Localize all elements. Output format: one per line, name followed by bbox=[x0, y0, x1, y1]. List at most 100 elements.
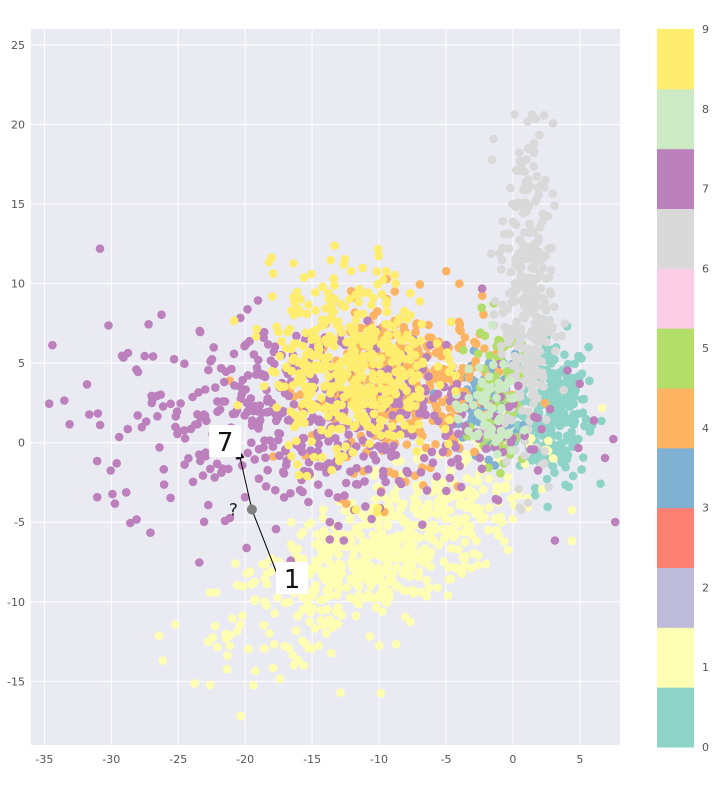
data-point bbox=[345, 322, 355, 332]
data-point bbox=[242, 398, 252, 408]
data-point bbox=[304, 520, 313, 530]
colorbar-segment bbox=[657, 208, 694, 269]
data-point bbox=[514, 491, 523, 500]
data-point bbox=[318, 282, 327, 292]
data-point bbox=[395, 414, 405, 423]
data-point bbox=[481, 559, 491, 569]
data-point bbox=[411, 327, 420, 337]
data-point bbox=[342, 499, 351, 509]
data-point bbox=[382, 565, 392, 575]
data-point bbox=[330, 241, 339, 250]
data-point bbox=[514, 282, 524, 292]
data-point bbox=[523, 498, 533, 508]
data-point bbox=[441, 431, 451, 441]
colorbar-segment bbox=[657, 29, 694, 90]
data-point bbox=[337, 412, 347, 421]
data-point bbox=[563, 450, 573, 460]
data-point bbox=[212, 459, 222, 469]
data-point bbox=[254, 474, 264, 484]
x-tick-label: 5 bbox=[576, 753, 583, 766]
data-point bbox=[515, 148, 524, 157]
data-point bbox=[460, 333, 470, 342]
data-point bbox=[455, 461, 464, 471]
data-point bbox=[259, 620, 269, 630]
data-point bbox=[557, 455, 566, 465]
data-point bbox=[238, 582, 248, 591]
data-point bbox=[282, 362, 291, 372]
data-point bbox=[273, 593, 283, 602]
data-point bbox=[473, 560, 483, 570]
data-point bbox=[354, 599, 364, 609]
data-point bbox=[513, 365, 523, 374]
data-point bbox=[288, 356, 297, 365]
data-point bbox=[311, 288, 320, 297]
data-point bbox=[325, 615, 334, 624]
data-point bbox=[372, 267, 382, 276]
data-point bbox=[336, 688, 345, 697]
data-point bbox=[423, 503, 432, 512]
data-point bbox=[546, 427, 556, 436]
data-point bbox=[569, 399, 578, 409]
data-point bbox=[343, 369, 352, 379]
data-point bbox=[231, 559, 240, 568]
data-point bbox=[402, 314, 412, 324]
data-point bbox=[533, 466, 543, 475]
data-point bbox=[550, 536, 560, 545]
data-point bbox=[452, 564, 461, 573]
colorbar-segment bbox=[657, 507, 694, 568]
data-point bbox=[220, 516, 230, 526]
data-point bbox=[544, 273, 554, 283]
data-point bbox=[317, 453, 327, 462]
data-point bbox=[331, 576, 341, 585]
data-point bbox=[415, 297, 425, 306]
data-point bbox=[490, 514, 500, 524]
data-point bbox=[114, 432, 124, 442]
data-point bbox=[419, 453, 429, 463]
data-point bbox=[444, 563, 453, 572]
data-point bbox=[516, 324, 526, 333]
data-point bbox=[249, 680, 258, 690]
data-point bbox=[340, 302, 350, 312]
data-point bbox=[301, 639, 311, 648]
data-point bbox=[332, 444, 342, 454]
data-point bbox=[543, 502, 552, 512]
data-point bbox=[444, 355, 454, 364]
data-point bbox=[325, 535, 335, 544]
data-point bbox=[301, 328, 311, 338]
data-point bbox=[316, 543, 325, 553]
data-point bbox=[414, 393, 424, 403]
data-point bbox=[213, 397, 222, 406]
data-point bbox=[306, 608, 315, 617]
data-point bbox=[432, 339, 442, 348]
data-point bbox=[585, 376, 594, 386]
data-point bbox=[549, 302, 559, 312]
data-point bbox=[477, 303, 487, 313]
data-point bbox=[323, 412, 333, 421]
data-point bbox=[554, 442, 563, 452]
data-point bbox=[487, 424, 497, 434]
data-point bbox=[391, 512, 400, 521]
data-point bbox=[323, 361, 333, 371]
data-point bbox=[517, 406, 527, 416]
colorbar-segment bbox=[657, 447, 694, 509]
data-point bbox=[405, 288, 415, 298]
data-point bbox=[298, 399, 307, 409]
data-point bbox=[479, 412, 489, 421]
data-point bbox=[511, 254, 520, 264]
data-point bbox=[563, 366, 572, 375]
data-point bbox=[261, 559, 270, 569]
data-point bbox=[476, 328, 485, 337]
data-point bbox=[497, 255, 507, 265]
data-point bbox=[387, 421, 397, 431]
data-point bbox=[219, 377, 229, 387]
data-point bbox=[155, 443, 164, 452]
data-point bbox=[349, 422, 359, 432]
data-point bbox=[112, 459, 121, 468]
data-point bbox=[322, 629, 331, 638]
data-point bbox=[464, 393, 474, 403]
data-point bbox=[275, 451, 284, 461]
data-point bbox=[567, 536, 577, 546]
data-point bbox=[530, 358, 539, 368]
data-point bbox=[431, 348, 441, 358]
data-point bbox=[497, 349, 507, 359]
